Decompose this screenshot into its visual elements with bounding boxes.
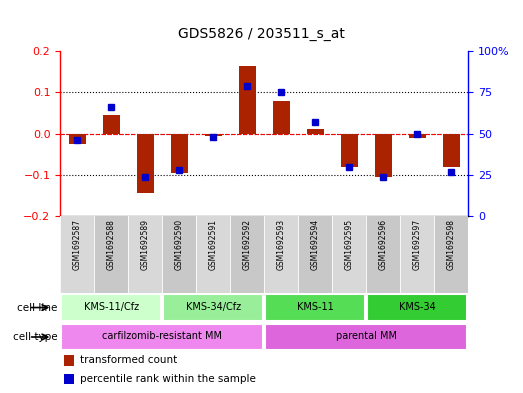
Bar (94, 216, 128, 293)
Text: KMS-34: KMS-34 (399, 302, 436, 312)
Bar (61, 294, 162, 321)
Text: transformed count: transformed count (79, 355, 177, 365)
Text: KMS-34/Cfz: KMS-34/Cfz (186, 302, 241, 312)
Bar (374, 134, 392, 177)
Bar (366, 216, 400, 293)
Text: GSM1692593: GSM1692593 (277, 219, 286, 270)
Text: KMS-11/Cfz: KMS-11/Cfz (84, 302, 139, 312)
Bar (340, 134, 358, 167)
Text: GDS5826 / 203511_s_at: GDS5826 / 203511_s_at (178, 27, 345, 41)
Text: parental MM: parental MM (336, 331, 396, 342)
Bar (64, 355, 74, 365)
Bar (162, 216, 196, 293)
Bar (103, 115, 120, 134)
Text: GSM1692592: GSM1692592 (243, 219, 252, 270)
Text: cell type: cell type (13, 332, 58, 342)
Text: GSM1692588: GSM1692588 (107, 219, 116, 270)
Text: GSM1692590: GSM1692590 (175, 219, 184, 270)
Bar (442, 134, 460, 167)
Text: carfilzomib-resistant MM: carfilzomib-resistant MM (102, 331, 222, 342)
Bar (265, 324, 468, 350)
Text: GSM1692595: GSM1692595 (345, 219, 354, 270)
Text: GSM1692594: GSM1692594 (311, 219, 320, 270)
Bar (170, 134, 188, 173)
Text: GSM1692589: GSM1692589 (141, 219, 150, 270)
Text: GSM1692591: GSM1692591 (209, 219, 218, 270)
Bar (69, 134, 86, 144)
Bar (400, 216, 434, 293)
Bar (128, 216, 162, 293)
Bar (265, 294, 366, 321)
Bar (306, 129, 324, 134)
Bar (264, 216, 298, 293)
Text: GSM1692597: GSM1692597 (413, 219, 422, 270)
Bar (272, 101, 290, 134)
Bar (332, 216, 366, 293)
Text: GSM1692587: GSM1692587 (73, 219, 82, 270)
Text: GSM1692596: GSM1692596 (379, 219, 388, 270)
Bar (137, 134, 154, 193)
Bar (163, 294, 264, 321)
Bar (298, 216, 332, 293)
Text: cell line: cell line (17, 303, 58, 312)
Bar (204, 134, 222, 136)
Bar (238, 66, 256, 134)
Bar (60, 216, 94, 293)
Bar (408, 134, 426, 138)
Text: KMS-11: KMS-11 (297, 302, 334, 312)
Bar (64, 374, 74, 384)
Text: GSM1692598: GSM1692598 (447, 219, 456, 270)
Bar (367, 294, 468, 321)
Bar (196, 216, 230, 293)
Bar (61, 324, 264, 350)
Text: percentile rank within the sample: percentile rank within the sample (79, 374, 256, 384)
Bar (434, 216, 468, 293)
Bar (230, 216, 264, 293)
